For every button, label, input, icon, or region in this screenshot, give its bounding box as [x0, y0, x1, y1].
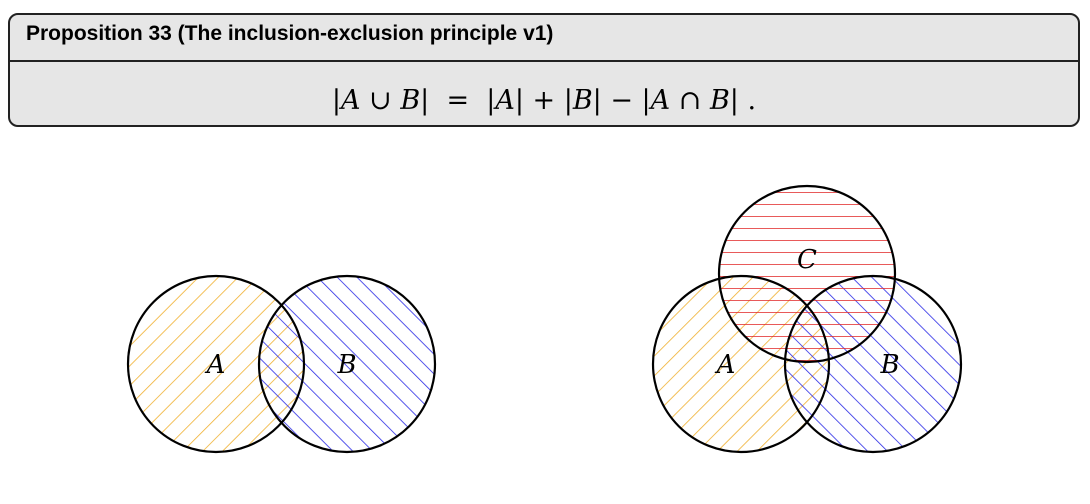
set-b-label: B — [879, 350, 899, 380]
proposition-divider — [8, 60, 1080, 62]
set-a-outline — [126, 274, 306, 454]
set-a-fill — [128, 276, 304, 452]
set-b-label: B — [336, 350, 356, 380]
set-a-label: A — [715, 350, 736, 380]
proposition-box: Proposition 33 (The inclusion-exclusion … — [8, 13, 1080, 127]
set-c-label: C — [797, 245, 817, 275]
set-b-outline — [783, 274, 963, 454]
set-b-fill — [259, 276, 435, 452]
set-b-outline — [257, 274, 437, 454]
set-c-outline — [717, 184, 897, 364]
inclusion-exclusion-formula: |A ∪ B| = |A| + |B| − |A ∩ B| . — [331, 85, 757, 116]
set-a-outline — [651, 274, 831, 454]
set-a-label: A — [205, 350, 226, 380]
three-set-venn: A B C — [651, 184, 963, 454]
proposition-title: Proposition 33 (The inclusion-exclusion … — [26, 22, 554, 45]
two-set-venn: A B — [126, 274, 437, 454]
set-c-fill — [719, 186, 895, 362]
